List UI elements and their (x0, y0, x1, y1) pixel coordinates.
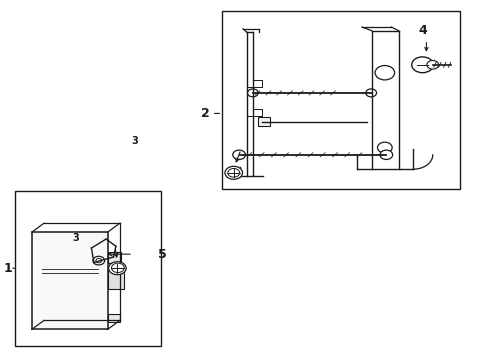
Bar (107, 314, 120, 322)
Circle shape (379, 150, 392, 159)
Bar (222, 11, 459, 189)
Bar (15, 191, 161, 346)
Circle shape (224, 166, 242, 179)
Bar (107, 267, 124, 289)
Text: 3: 3 (72, 233, 79, 243)
Bar (107, 252, 121, 263)
Text: 4: 4 (418, 24, 427, 37)
Circle shape (374, 66, 394, 80)
Circle shape (232, 150, 245, 159)
Text: 3: 3 (131, 136, 138, 146)
Bar (32, 232, 107, 329)
Circle shape (377, 142, 391, 153)
Circle shape (247, 89, 258, 97)
Bar (257, 117, 269, 126)
Circle shape (426, 60, 438, 69)
Circle shape (365, 89, 376, 97)
Text: 2: 2 (200, 107, 209, 120)
Circle shape (93, 256, 104, 265)
Text: 5: 5 (158, 248, 166, 261)
Circle shape (411, 57, 432, 73)
Text: 1: 1 (4, 262, 13, 275)
Circle shape (108, 262, 126, 275)
